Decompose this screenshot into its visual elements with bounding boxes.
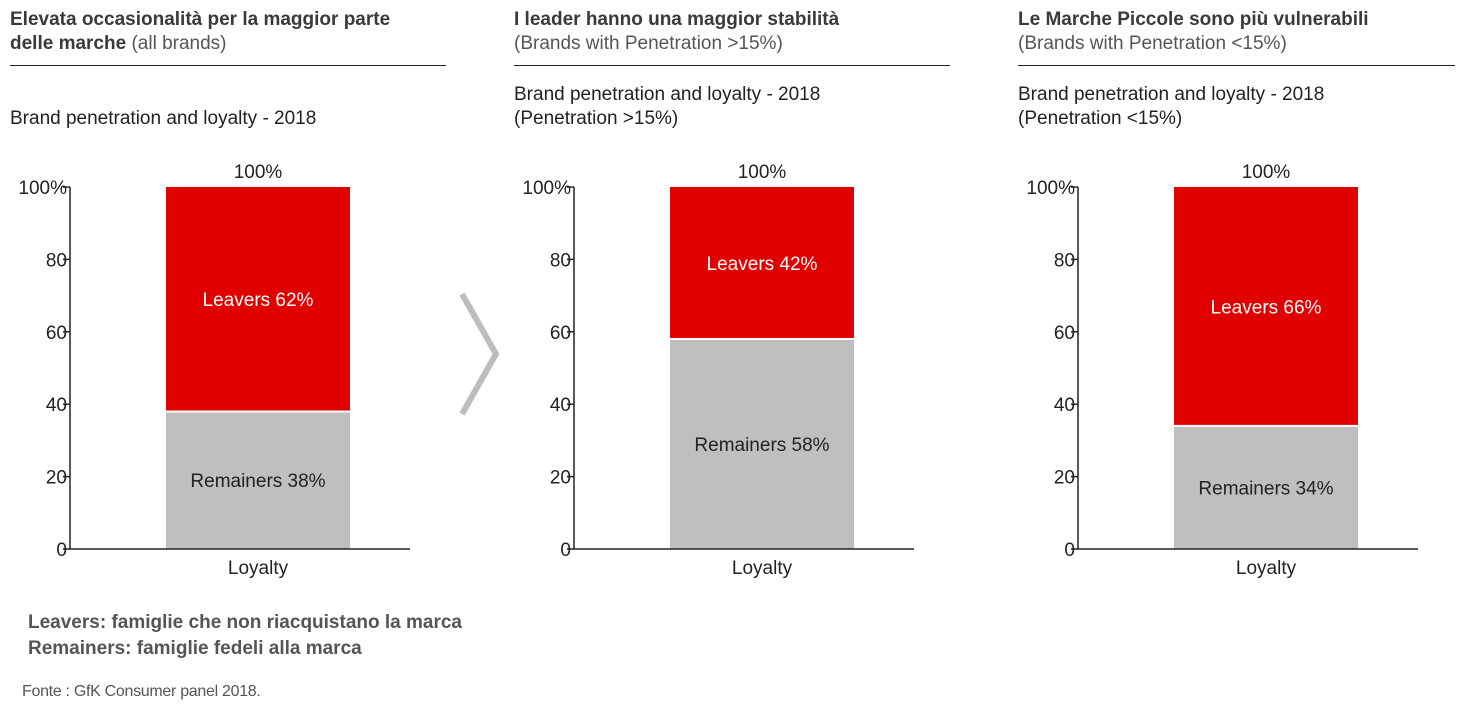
stacked-bar-chart: Remainers 38% Leavers 62% 0 20 40 60 80 100% 100… <box>18 162 410 579</box>
y-tick-label: 80 <box>550 250 571 271</box>
chart-title: Brand penetration and loyalty - 2018 (Pe… <box>514 83 820 131</box>
y-tick-label: 20 <box>550 468 571 489</box>
chart-title-line1: Brand penetration and loyalty - 2018 <box>514 84 821 105</box>
panel-header-subtitle: (all brands) <box>131 33 227 54</box>
x-category-label: Loyalty <box>1236 558 1297 579</box>
y-tick-label: 80 <box>46 250 67 271</box>
panel-header-title: I leader hanno una maggior stabilità <box>514 9 840 30</box>
panel-small-brands: Le Marche Piccole sono più vulnerabili (… <box>1018 0 1455 600</box>
y-tick-label: 100% <box>1026 178 1075 199</box>
bar-segment-remainers <box>1174 425 1358 549</box>
x-category-label: Loyalty <box>732 558 793 579</box>
bar-segment-leavers <box>1174 187 1358 426</box>
header-divider <box>514 65 950 66</box>
y-tick-label: 20 <box>1054 468 1075 489</box>
panel-all-brands: Elevata occasionalità per la maggior par… <box>10 0 446 600</box>
bar-segment-remainers <box>166 411 350 549</box>
y-tick-label: 40 <box>550 395 571 416</box>
chart-title-line2: (Penetration <15%) <box>1018 108 1183 129</box>
header-divider <box>1018 65 1455 66</box>
y-tick-label: 20 <box>46 468 67 489</box>
y-tick-label: 60 <box>550 323 571 344</box>
chart-title-line2: (Penetration >15%) <box>514 108 679 129</box>
y-tick-label: 100% <box>522 178 571 199</box>
chart-title-line1: Brand penetration and loyalty - 2018 <box>1018 84 1325 105</box>
stacked-bar-chart: Remainers 34% Leavers 66% 0 20 40 60 80 100% 100… <box>1026 162 1418 579</box>
chevron-right-icon <box>459 292 500 416</box>
legend-leavers: Leavers: famiglie che non riacquistano l… <box>28 612 462 633</box>
y-tick-label: 60 <box>1054 323 1075 344</box>
panel-header: Elevata occasionalità per la maggior par… <box>10 8 430 56</box>
panel-header-title: Le Marche Piccole sono più vulnerabili <box>1018 9 1369 30</box>
data-label-leavers: Leavers 62% <box>203 290 314 311</box>
y-tick-label: 60 <box>46 323 67 344</box>
bar-segment-leavers <box>166 187 350 412</box>
source-note: Fonte : GfK Consumer panel 2018. <box>22 683 261 700</box>
data-label-leavers: Leavers 66% <box>1211 297 1322 318</box>
chart-title: Brand penetration and loyalty - 2018 <box>10 107 316 131</box>
stacked-bar-chart: Remainers 58% Leavers 42% 0 20 40 60 80 100% 100… <box>522 162 914 579</box>
panel-header: Le Marche Piccole sono più vulnerabili (… <box>1018 8 1455 56</box>
total-label: 100% <box>738 162 787 183</box>
data-label-leavers: Leavers 42% <box>707 254 818 275</box>
total-label: 100% <box>234 162 283 183</box>
x-category-label: Loyalty <box>228 558 289 579</box>
y-tick-label: 0 <box>1064 540 1075 561</box>
chart-title: Brand penetration and loyalty - 2018 (Pe… <box>1018 83 1324 131</box>
bar-segment-remainers <box>670 339 854 549</box>
y-tick-label: 40 <box>1054 395 1075 416</box>
data-label-remainers: Remainers 58% <box>694 435 829 456</box>
panel-leader-brands: I leader hanno una maggior stabilità (Br… <box>514 0 950 600</box>
panel-header: I leader hanno una maggior stabilità (Br… <box>514 8 950 56</box>
total-label: 100% <box>1242 162 1291 183</box>
y-tick-label: 100% <box>18 178 67 199</box>
y-tick-label: 40 <box>46 395 67 416</box>
y-tick-label: 80 <box>1054 250 1075 271</box>
bar-segment-leavers <box>670 187 854 340</box>
y-tick-label: 0 <box>560 540 571 561</box>
y-tick-label: 0 <box>56 540 67 561</box>
legend: Leavers: famiglie che non riacquistano l… <box>28 610 462 662</box>
panel-header-subtitle: (Brands with Penetration <15%) <box>1018 33 1287 54</box>
panel-header-subtitle: (Brands with Penetration >15%) <box>514 33 783 54</box>
data-label-remainers: Remainers 38% <box>190 471 325 492</box>
panel-header-title: Elevata occasionalità per la maggior par… <box>10 9 391 54</box>
data-label-remainers: Remainers 34% <box>1198 478 1333 499</box>
header-divider <box>10 65 446 66</box>
chart-title-line1: Brand penetration and loyalty - 2018 <box>10 108 317 129</box>
legend-remainers: Remainers: famiglie fedeli alla marca <box>28 638 362 659</box>
